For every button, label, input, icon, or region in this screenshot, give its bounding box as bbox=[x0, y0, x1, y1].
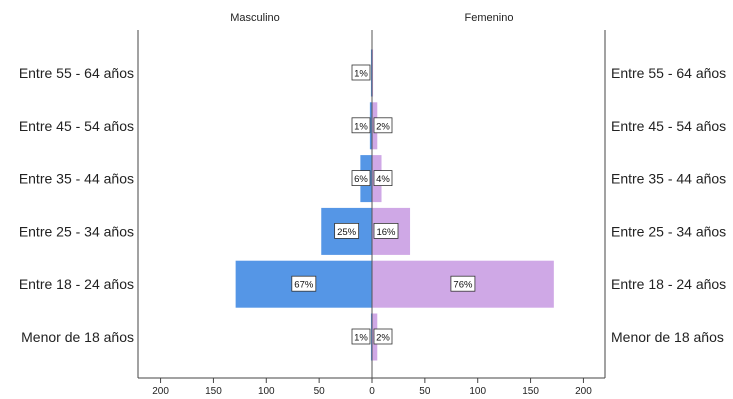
data-label-masculino: 6% bbox=[354, 174, 368, 185]
data-label-masculino: 1% bbox=[354, 121, 368, 132]
bar-masculino bbox=[370, 313, 372, 361]
x-tick-label-left: 200 bbox=[152, 386, 169, 397]
category-label-right: Entre 55 - 64 años bbox=[611, 65, 726, 81]
category-label-left: Entre 25 - 34 años bbox=[19, 223, 134, 239]
category-label-left: Entre 45 - 54 años bbox=[19, 118, 134, 134]
category-label-left: Entre 18 - 24 años bbox=[19, 276, 134, 292]
data-label-femenino: 2% bbox=[376, 121, 390, 132]
data-label-box bbox=[373, 117, 393, 134]
panel-header-left: Masculino bbox=[230, 12, 280, 24]
data-label-femenino: 2% bbox=[376, 333, 390, 344]
data-label-box bbox=[373, 170, 393, 187]
data-label-femenino: 4% bbox=[376, 174, 390, 185]
x-tick-label-right: 200 bbox=[575, 386, 592, 397]
x-tick-label-left: 50 bbox=[314, 386, 326, 397]
panel-header-right: Femenino bbox=[465, 12, 514, 24]
data-label-box bbox=[373, 222, 399, 239]
x-tick-label-left: 100 bbox=[258, 386, 275, 397]
data-label-box bbox=[291, 275, 317, 292]
category-label-right: Menor de 18 años bbox=[611, 329, 724, 345]
category-label-left: Menor de 18 años bbox=[21, 329, 134, 345]
data-label-box bbox=[450, 275, 476, 292]
x-tick-label-right: 50 bbox=[419, 386, 431, 397]
data-label-masculino: 67% bbox=[294, 280, 314, 291]
data-label-masculino: 1% bbox=[354, 333, 368, 344]
x-tick-label-right: 150 bbox=[522, 386, 539, 397]
data-label-masculino: 25% bbox=[337, 227, 357, 238]
category-label-right: Entre 18 - 24 años bbox=[611, 276, 726, 292]
data-label-box bbox=[373, 328, 393, 345]
data-label-femenino: 16% bbox=[376, 227, 396, 238]
x-tick-label-left: 0 bbox=[369, 386, 375, 397]
category-label-left: Entre 35 - 44 años bbox=[19, 171, 134, 187]
data-label-box bbox=[334, 222, 360, 239]
x-tick-label-left: 150 bbox=[205, 386, 222, 397]
data-label-masculino: 1% bbox=[354, 69, 368, 80]
data-label-box bbox=[351, 170, 371, 187]
data-label-box bbox=[351, 117, 371, 134]
category-label-right: Entre 35 - 44 años bbox=[611, 171, 726, 187]
bar-femenino bbox=[372, 49, 374, 97]
category-label-right: Entre 45 - 54 años bbox=[611, 118, 726, 134]
data-label-box bbox=[351, 328, 371, 345]
category-label-left: Entre 55 - 64 años bbox=[19, 65, 134, 81]
data-label-femenino: 76% bbox=[453, 280, 473, 291]
bar-masculino bbox=[369, 102, 372, 150]
x-tick-label-right: 100 bbox=[469, 386, 486, 397]
data-label-box bbox=[351, 64, 371, 81]
bar-masculino bbox=[370, 49, 372, 97]
category-label-right: Entre 25 - 34 años bbox=[611, 223, 726, 239]
